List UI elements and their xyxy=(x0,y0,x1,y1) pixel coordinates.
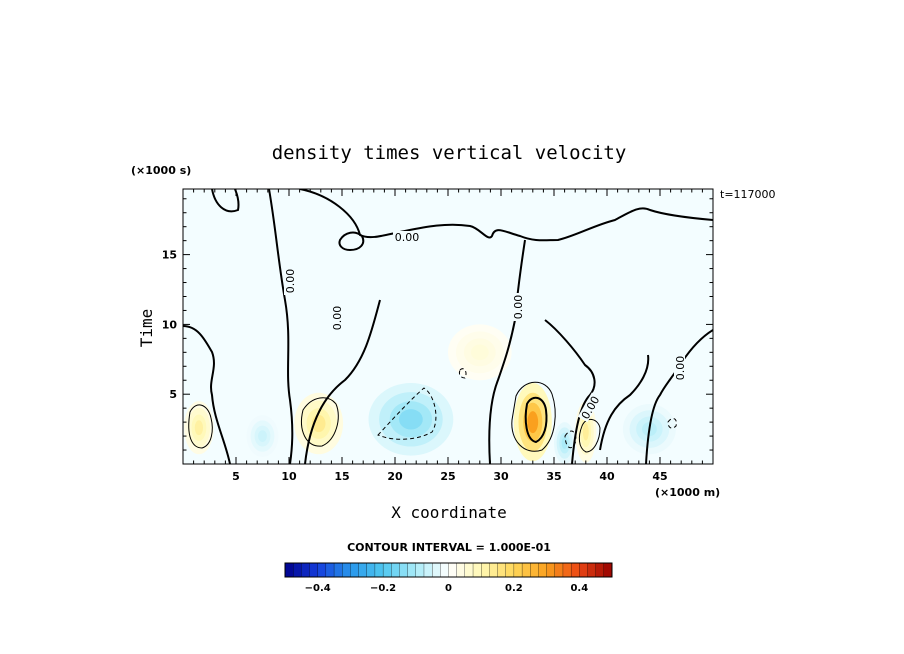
colorbar-cell xyxy=(603,562,613,578)
y-axis-label: Time xyxy=(137,309,156,348)
x-tick-label: 40 xyxy=(599,470,615,483)
colorbar-cell xyxy=(350,562,360,578)
positive-feature-8-band-3 xyxy=(470,344,489,361)
x-unit-label: (×1000 m) xyxy=(655,486,720,499)
y-tick-label: 15 xyxy=(162,249,177,262)
plot-area: 0.000.000.00 0.000.000.00 xyxy=(183,189,713,464)
colorbar-cell xyxy=(374,562,384,578)
colorbar-tick-label: 0.4 xyxy=(570,583,588,594)
x-tick-label: 5 xyxy=(232,470,240,483)
negative-feature-5-band-3 xyxy=(561,437,568,449)
colorbar-cell xyxy=(587,562,597,578)
colorbar-cell xyxy=(342,562,351,578)
colorbar-cell xyxy=(530,562,539,578)
colorbar-cell xyxy=(448,562,458,578)
colorbar-cell xyxy=(521,562,531,578)
colorbar-cell xyxy=(317,562,327,578)
colorbar-cell xyxy=(472,562,482,578)
x-tick-label: 15 xyxy=(334,470,349,483)
x-tick-label: 25 xyxy=(440,470,455,483)
colorbar-cell xyxy=(505,562,515,578)
y-axis: 5 10 15 xyxy=(162,198,713,451)
colorbar-cell xyxy=(382,562,392,578)
colorbar-tick-label: 0.2 xyxy=(505,583,523,594)
colorbar-cell xyxy=(284,562,294,578)
colorbar-cell xyxy=(399,562,409,578)
zero-contour-label: 0.00 xyxy=(395,231,420,244)
colorbar-cell xyxy=(554,562,564,578)
colorbar-cell xyxy=(489,562,499,578)
colorbar-cell xyxy=(562,562,572,578)
positive-feature-3-band-3 xyxy=(582,423,589,441)
zero-contour-label: 0.00 xyxy=(674,356,687,381)
x-tick-label: 30 xyxy=(493,470,509,483)
contour-interval-label: CONTOUR INTERVAL = 1.000E-01 xyxy=(347,541,551,554)
y-tick-label: 10 xyxy=(162,318,178,331)
x-tick-label: 20 xyxy=(387,470,403,483)
colorbar-tick-label: 0 xyxy=(445,583,452,594)
zero-contour-label: 0.00 xyxy=(284,269,297,294)
colorbar-cell xyxy=(309,562,319,578)
chart-title: density times vertical velocity xyxy=(272,142,627,164)
colorbar-cell xyxy=(293,562,302,578)
colorbar-cell xyxy=(366,562,376,578)
y-unit-label: (×1000 s) xyxy=(131,164,191,177)
x-axis: 5 10 15 20 25 30 35 40 45 xyxy=(193,189,703,483)
colorbar-cell xyxy=(423,562,433,578)
positive-contours xyxy=(188,381,601,453)
colorbar-cell xyxy=(407,562,417,578)
negative-feature-4-band-3 xyxy=(399,409,423,430)
colorbar-cell xyxy=(415,562,425,578)
zero-contour-label: 0.00 xyxy=(512,295,525,320)
colorbar-cell xyxy=(431,562,441,578)
colorbar-cell xyxy=(546,562,556,578)
colorbar-cell xyxy=(513,562,523,578)
colorbar-cell xyxy=(595,562,605,578)
colorbar-cell xyxy=(570,562,580,578)
colorbar-cell xyxy=(440,562,449,578)
colorbar-cell xyxy=(456,562,466,578)
x-axis-label: X coordinate xyxy=(391,503,507,522)
colorbar-cell xyxy=(325,562,335,578)
x-tick-label: 45 xyxy=(652,470,667,483)
y-tick-label: 5 xyxy=(169,388,177,401)
colorbar-ticks: −0.4 −0.2 0 0.2 0.4 xyxy=(305,583,589,594)
zero-contours xyxy=(183,189,713,464)
colorbar-cell xyxy=(358,562,368,578)
zero-contour-label: 0.00 xyxy=(331,306,344,331)
negative-feature-7-band-3 xyxy=(258,430,267,442)
colorbar-cell xyxy=(391,562,400,578)
colorbar-frame xyxy=(284,562,613,578)
positive-feature-2-band-3 xyxy=(527,411,539,434)
colorbar-cell xyxy=(301,562,310,578)
x-tick-label: 10 xyxy=(281,470,297,483)
colorbar-cell xyxy=(481,562,490,578)
colorbar-cell xyxy=(464,562,474,578)
colorbar-tick-label: −0.4 xyxy=(305,583,331,594)
colorbar-cell xyxy=(579,562,588,578)
colorbar-cell xyxy=(497,562,507,578)
positive-feature-0-band-3 xyxy=(194,420,204,436)
colorbar-cell xyxy=(333,562,343,578)
colorbar-tick-label: −0.2 xyxy=(370,583,396,594)
colorbar-cell xyxy=(538,562,548,578)
negative-contours xyxy=(377,368,677,449)
time-annotation: t=117000 xyxy=(720,188,776,201)
colorbar xyxy=(284,562,613,578)
x-tick-label: 35 xyxy=(546,470,561,483)
